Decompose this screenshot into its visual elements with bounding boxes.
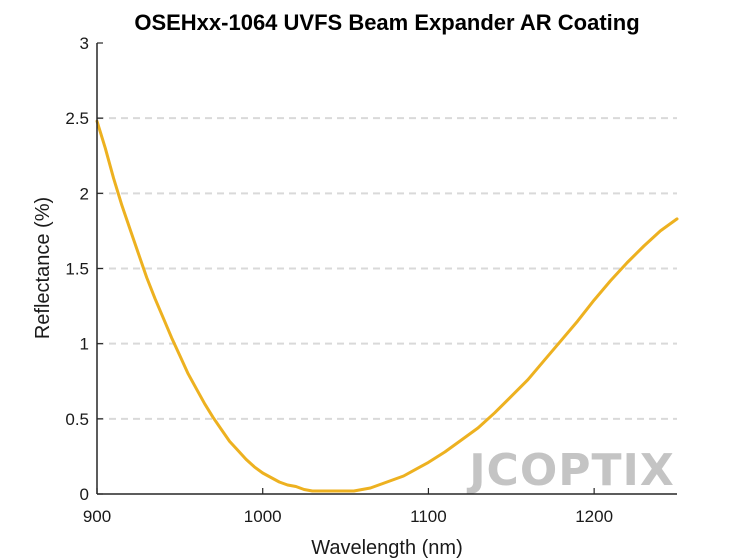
y-axis-ticks: 0 0.5 1 1.5 2 2.5 3 <box>65 34 103 504</box>
y-tick-label: 1.5 <box>65 260 89 279</box>
x-tick-label: 900 <box>83 507 111 526</box>
y-tick-label: 1 <box>80 335 89 354</box>
y-tick-label: 2.5 <box>65 109 89 128</box>
y-axis-label: Reflectance (%) <box>32 197 54 339</box>
x-axis-label: Wavelength (nm) <box>311 537 463 559</box>
x-axis-ticks: 900 1000 1100 1200 <box>83 488 613 526</box>
y-tick-label: 0 <box>80 485 89 504</box>
x-tick-label: 1100 <box>410 507 447 526</box>
x-tick-label: 1200 <box>575 507 613 526</box>
y-tick-label: 3 <box>80 34 89 53</box>
y-tick-label: 2 <box>80 184 89 203</box>
y-tick-label: 0.5 <box>65 410 89 429</box>
chart-title: OSEHxx-1064 UVFS Beam Expander AR Coatin… <box>134 10 639 35</box>
grid-lines <box>97 117 677 420</box>
x-tick-label: 1000 <box>244 507 282 526</box>
reflectance-curve <box>95 119 679 493</box>
watermark-logo: JCOPTIX <box>466 445 675 496</box>
